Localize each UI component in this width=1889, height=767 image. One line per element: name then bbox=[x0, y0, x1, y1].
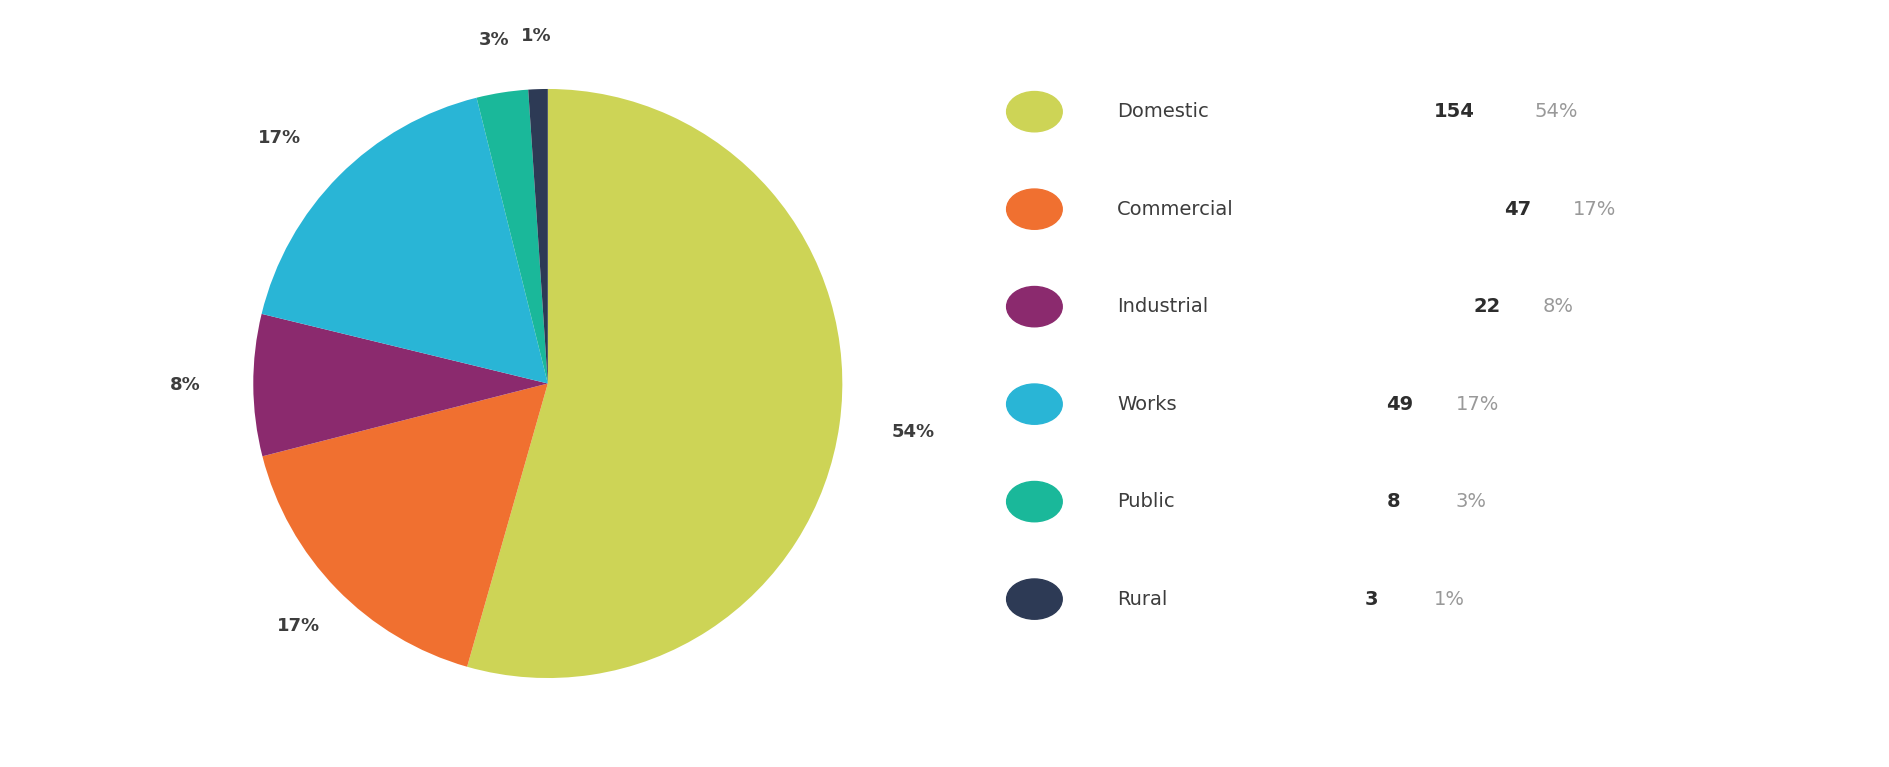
Circle shape bbox=[1007, 189, 1062, 229]
Text: 17%: 17% bbox=[259, 130, 302, 147]
Text: 47: 47 bbox=[1504, 199, 1530, 219]
Text: 17%: 17% bbox=[1574, 199, 1617, 219]
Text: 8%: 8% bbox=[170, 377, 200, 394]
Text: 54%: 54% bbox=[892, 423, 935, 440]
Text: 3: 3 bbox=[1364, 590, 1379, 608]
Text: 22: 22 bbox=[1473, 297, 1500, 316]
Text: 154: 154 bbox=[1434, 102, 1475, 121]
Text: 49: 49 bbox=[1387, 395, 1413, 413]
Text: Domestic: Domestic bbox=[1116, 102, 1209, 121]
Circle shape bbox=[1007, 579, 1062, 619]
Circle shape bbox=[1007, 287, 1062, 327]
Circle shape bbox=[1007, 482, 1062, 522]
Text: 1%: 1% bbox=[521, 27, 552, 45]
Text: 3%: 3% bbox=[1456, 492, 1487, 511]
Text: 54%: 54% bbox=[1534, 102, 1577, 121]
Wedge shape bbox=[467, 89, 842, 678]
Text: 8%: 8% bbox=[1543, 297, 1574, 316]
Text: 8: 8 bbox=[1387, 492, 1400, 511]
Text: Works: Works bbox=[1116, 395, 1177, 413]
Wedge shape bbox=[253, 314, 548, 456]
Wedge shape bbox=[263, 384, 548, 667]
Circle shape bbox=[1007, 91, 1062, 132]
Text: Rural: Rural bbox=[1116, 590, 1167, 608]
Text: 1%: 1% bbox=[1434, 590, 1466, 608]
Wedge shape bbox=[476, 90, 548, 384]
Text: Public: Public bbox=[1116, 492, 1175, 511]
Text: Industrial: Industrial bbox=[1116, 297, 1209, 316]
Wedge shape bbox=[263, 97, 548, 384]
Wedge shape bbox=[529, 89, 548, 384]
Text: Commercial: Commercial bbox=[1116, 199, 1234, 219]
Text: 17%: 17% bbox=[278, 617, 321, 635]
Text: 17%: 17% bbox=[1456, 395, 1500, 413]
Text: 3%: 3% bbox=[478, 31, 510, 49]
Circle shape bbox=[1007, 384, 1062, 424]
